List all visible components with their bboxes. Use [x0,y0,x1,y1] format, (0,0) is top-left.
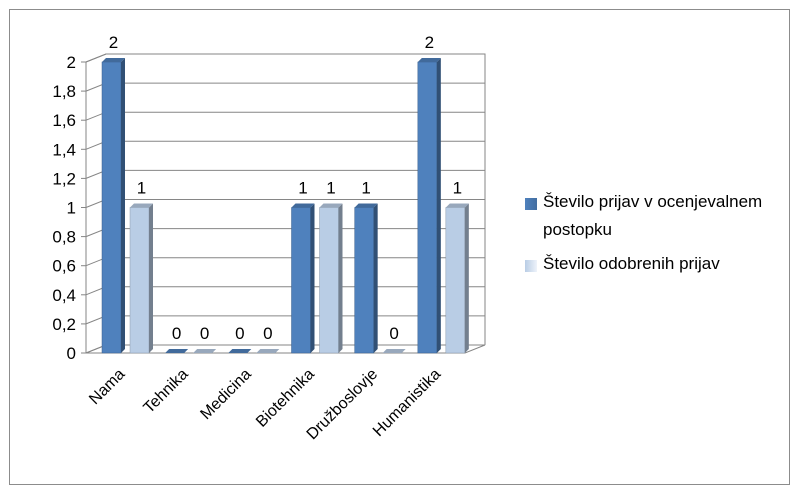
bar-approved-biotehnika-top [319,203,343,208]
category-label-nama: Nama [86,366,128,408]
bar-submitted-druzboslovje-front [354,207,374,354]
bar-approved-nama-top [130,203,153,208]
legend-label-submitted: Število prijav v ocenjevalnem postopku [543,192,763,239]
gridline [85,53,485,63]
legend-item-approved: Število odobrenih prijav [525,250,800,278]
bar-approved-nama-front [129,207,150,354]
data-label-submitted-nama: 2 [109,33,118,52]
category-label-humanistika: Humanistika [370,366,444,440]
bar-submitted-nama-front [101,61,122,354]
bar-submitted-druzboslovje-side [373,203,378,353]
bar-submitted-tehnika [165,349,189,353]
bar-approved-biotehnika [319,203,343,354]
bar-approved-humanistika [445,203,469,354]
bar-submitted-medicina [228,349,252,353]
bar-submitted-tehnika-flat [165,349,189,353]
bar-approved-biotehnika-side [338,203,343,353]
data-label-approved-medicina: 0 [263,324,272,343]
category-label-tehnika: Tehnika [141,366,192,417]
category-label-biotehnika: Biotehnika [253,366,318,431]
bar-submitted-humanistika-top [417,58,441,62]
bar-submitted-biotehnika-side [310,203,315,353]
data-label-submitted-biotehnika: 1 [298,179,307,198]
y-tick-label: 1 [67,199,76,218]
bar-approved-biotehnika-front [319,207,339,354]
chart-frame [9,9,790,485]
bar-submitted-humanistika [417,58,441,354]
bar-submitted-biotehnika-top [291,203,315,208]
y-tick-label: 0,4 [52,286,76,305]
bars [101,58,469,354]
y-tick-label: 1,2 [52,169,76,188]
y-tick-label: 1,6 [52,111,76,130]
bar-submitted-druzboslovje [354,203,378,354]
bar-submitted-nama [101,58,125,354]
legend-label-approved: Število odobrenih prijav [543,254,720,273]
data-label-approved-druzboslovje: 0 [389,324,398,343]
data-label-approved-nama: 1 [137,179,146,198]
bar-submitted-humanistika-side [436,58,441,353]
y-tick-label: 0,8 [52,228,76,247]
data-label-submitted-druzboslovje: 1 [361,179,370,198]
y-tick-label: 1,8 [52,82,76,101]
y-tick-label: 1,4 [52,140,76,159]
legend: Število prijav v ocenjevalnem postopku Š… [525,188,800,278]
data-label-approved-humanistika: 1 [453,179,462,198]
data-label-approved-biotehnika: 1 [326,179,335,198]
bar-approved-humanistika-top [445,203,469,208]
bar-approved-humanistika-front [445,207,466,354]
y-tick-label: 0 [67,344,76,363]
bar-approved-humanistika-side [464,203,469,353]
data-label-approved-tehnika: 0 [200,324,209,343]
bar-submitted-druzboslovje-top [354,203,378,208]
bar-approved-nama-side [149,203,153,353]
bar-approved-medicina-flat [256,349,280,353]
y-axis-ticks: 0 0,2 0,4 0,6 0,8 1 1,2 1,4 1,6 1,8 2 [52,53,86,363]
legend-item-submitted: Število prijav v ocenjevalnem postopku [525,188,800,244]
legend-swatch-approved [525,260,537,272]
bar-approved-medicina [256,349,280,353]
category-label-medicina: Medicina [197,366,254,423]
bar-submitted-biotehnika-front [291,207,311,354]
data-label-submitted-tehnika: 0 [172,324,181,343]
bar-approved-tehnika [193,349,217,353]
bar-approved-tehnika-flat [193,349,217,353]
legend-swatch-submitted [525,198,537,210]
bar-approved-druzboslovje-flat [382,349,406,353]
bar-submitted-medicina-flat [228,349,252,353]
data-label-submitted-humanistika: 2 [425,33,434,52]
bar-approved-nama [129,203,153,354]
data-label-submitted-medicina: 0 [235,324,244,343]
bar-submitted-humanistika-front [417,61,438,354]
bar-approved-druzboslovje [382,349,406,353]
y-tick-label: 2 [67,53,76,72]
bar-submitted-nama-side [121,58,125,353]
bar-submitted-nama-top [102,58,125,62]
y-tick-label: 0,2 [52,315,76,334]
bar-submitted-biotehnika [291,203,315,354]
y-tick-label: 0,6 [52,257,76,276]
x-axis-categories: Nama Tehnika MedicinaBiotehnikaDružboslovj… [86,366,444,443]
